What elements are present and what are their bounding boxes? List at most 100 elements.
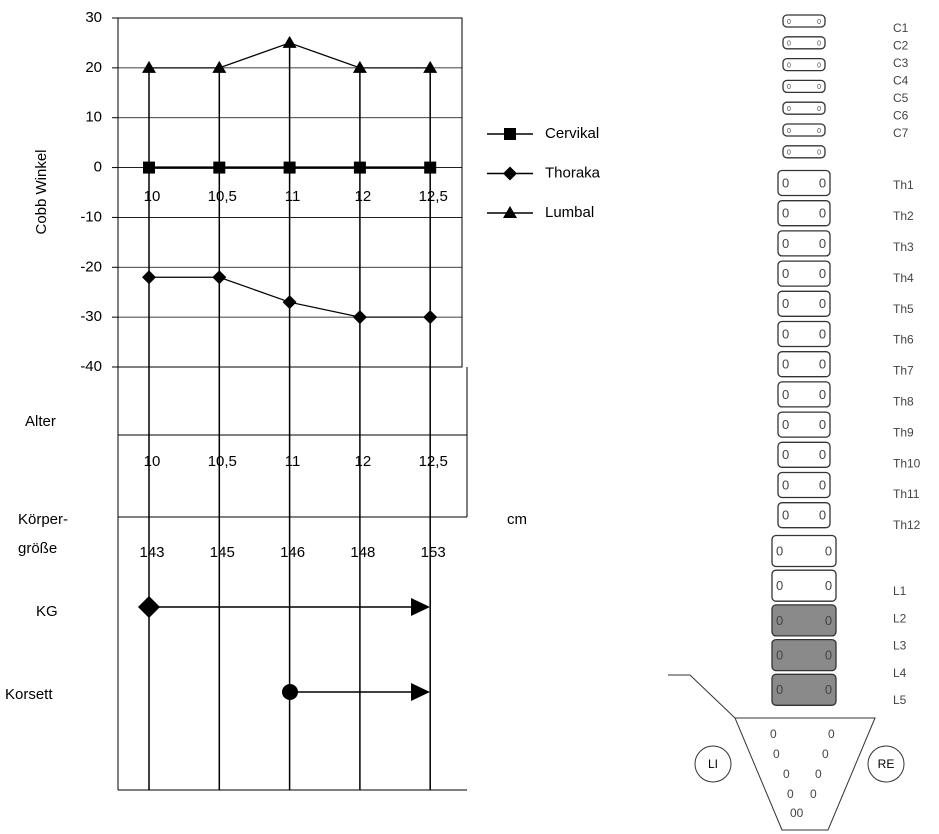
vertebra-hole: 0 (819, 266, 826, 281)
x-tick-label: 12 (355, 188, 372, 205)
vertebra-hole: 0 (819, 296, 826, 311)
vertebra-label: C7 (893, 126, 909, 140)
vertebra-hole: 0 (787, 128, 791, 135)
legend-label: Cervikal (545, 125, 599, 142)
vertebra-hole: 0 (776, 648, 783, 663)
svg-text:0: 0 (828, 727, 835, 741)
vertebra-hole: 0 (817, 128, 821, 135)
vertebra-hole: 0 (787, 62, 791, 69)
height-value: 146 (280, 544, 305, 561)
vertebra-hole: 0 (825, 578, 832, 593)
y-tick-label: -10 (80, 208, 102, 225)
svg-text:0: 0 (822, 747, 829, 761)
vertebra-hole: 0 (776, 682, 783, 697)
vertebra-label: Th5 (893, 302, 914, 316)
height-label: Körper- (18, 511, 68, 528)
vertebra-hole: 0 (782, 296, 789, 311)
height-unit: cm (507, 511, 527, 528)
figure: Cobb Winkel Alter Körper- größe cm KG Ko… (0, 0, 939, 834)
marker (423, 61, 437, 73)
marker (503, 167, 517, 181)
marker (284, 162, 296, 174)
vertebra-label: C3 (893, 56, 909, 70)
svg-text:0: 0 (770, 727, 777, 741)
age-value: 11 (285, 453, 301, 470)
corset-arrow (282, 683, 430, 701)
vertebra-hole: 0 (776, 543, 783, 558)
vertebra-label: Th9 (893, 425, 914, 439)
vertebra-label: L2 (893, 611, 907, 625)
svg-text:0: 0 (783, 767, 790, 781)
height-value: 145 (210, 544, 235, 561)
vertebra-hole: 0 (817, 106, 821, 113)
marker (213, 162, 225, 174)
vertebra-hole: 0 (787, 19, 791, 26)
x-tick-label: 11 (285, 188, 301, 205)
vertebra-label: C1 (893, 21, 909, 35)
legend-item: Thoraka (487, 164, 601, 181)
svg-text:0: 0 (773, 747, 780, 761)
vertebra-hole: 0 (776, 613, 783, 628)
age-value: 12 (355, 453, 372, 470)
vertebra-label: Th7 (893, 364, 914, 378)
vertebra-hole: 0 (819, 175, 826, 190)
marker (354, 162, 366, 174)
left-label: LI (708, 757, 718, 771)
vertebra-label: C2 (893, 39, 909, 53)
svg-text:0: 0 (810, 787, 817, 801)
marker (503, 206, 517, 218)
y-tick-label: 30 (85, 9, 102, 26)
marker (143, 162, 155, 174)
vertebra-label: C5 (893, 91, 909, 105)
vertebra-hole: 0 (787, 41, 791, 48)
vertebra-hole: 0 (776, 578, 783, 593)
vertebra-label: Th8 (893, 394, 914, 408)
vertebra-label: Th12 (893, 518, 921, 532)
spine: 00C100C200C300C400C500C600C700Th100Th200… (772, 15, 921, 707)
kg-arrow (138, 596, 430, 618)
vertebra-hole: 0 (782, 357, 789, 372)
vertebra-hole: 0 (825, 613, 832, 628)
vertebra-hole: 0 (825, 648, 832, 663)
marker (424, 162, 436, 174)
vertebra-hole: 0 (819, 206, 826, 221)
vertebra-hole: 0 (819, 508, 826, 523)
vertebra-label: L4 (893, 666, 907, 680)
vertebra-hole: 0 (782, 206, 789, 221)
x-tick-label: 10,5 (208, 188, 237, 205)
vertebra-hole: 0 (782, 447, 789, 462)
vertebra-hole: 0 (787, 84, 791, 91)
y-axis-label: Cobb Winkel (33, 149, 50, 234)
vertebra-label: L3 (893, 639, 907, 653)
vertebra-label: Th6 (893, 333, 914, 347)
vertebra-hole: 0 (817, 62, 821, 69)
vertebra-hole: 0 (782, 326, 789, 341)
kg-label: KG (36, 603, 58, 620)
vertebra-label: Th11 (893, 487, 920, 501)
marker (142, 270, 156, 284)
y-tick-label: -30 (80, 308, 102, 325)
marker (283, 36, 297, 48)
vertebra-hole: 0 (819, 477, 826, 492)
x-tick-label: 12,5 (419, 188, 448, 205)
y-tick-label: -20 (80, 258, 102, 275)
vertebra-label: L1 (893, 584, 907, 598)
vertebra-hole: 0 (817, 19, 821, 26)
vertebra-hole: 0 (782, 477, 789, 492)
age-value: 12,5 (419, 453, 448, 470)
vertebra-hole: 0 (819, 236, 826, 251)
svg-text:0: 0 (787, 787, 794, 801)
vertebra-label: L5 (893, 693, 907, 707)
svg-text:00: 00 (790, 806, 804, 820)
age-value: 10,5 (208, 453, 237, 470)
vertebra-hole: 0 (819, 326, 826, 341)
height-value: 153 (421, 544, 446, 561)
vertebra-hole: 0 (825, 682, 832, 697)
vertebra-hole: 0 (817, 84, 821, 91)
corset-label: Korsett (5, 686, 53, 703)
marker (423, 310, 437, 324)
vertebra-hole: 0 (819, 357, 826, 372)
y-tick-label: -40 (80, 358, 102, 375)
x-tick-label: 10 (144, 188, 161, 205)
table-frame (118, 367, 467, 790)
